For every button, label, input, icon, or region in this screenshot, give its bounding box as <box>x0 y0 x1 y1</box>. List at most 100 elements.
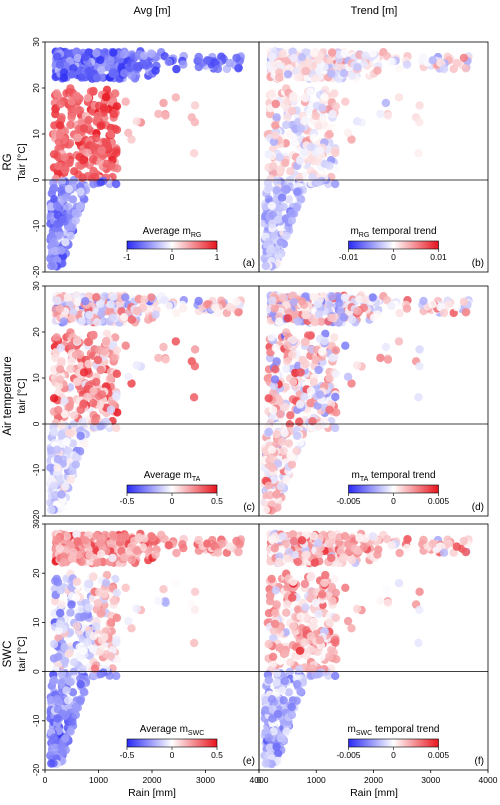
data-point <box>78 417 87 426</box>
data-point <box>282 608 291 617</box>
data-point <box>272 600 281 609</box>
data-point <box>159 342 168 352</box>
data-point <box>283 70 293 79</box>
data-point <box>77 557 86 567</box>
data-point <box>232 53 241 63</box>
data-point <box>55 544 64 553</box>
data-point <box>79 124 89 133</box>
data-point <box>261 446 270 455</box>
colorbar-tick-label: -1 <box>123 252 131 262</box>
data-point <box>83 579 93 589</box>
data-point <box>225 302 234 312</box>
y-tick-label: 10 <box>31 617 41 627</box>
data-point <box>111 333 120 342</box>
data-point <box>273 709 283 719</box>
data-point <box>60 397 69 406</box>
data-point <box>54 381 64 390</box>
data-point <box>292 696 301 705</box>
data-point <box>272 357 281 366</box>
legend-title: Average mSWC <box>140 724 205 737</box>
data-point <box>68 688 78 697</box>
data-point <box>92 622 101 631</box>
data-point <box>281 402 290 412</box>
data-point <box>295 400 305 409</box>
row-label-rg: RG <box>2 153 14 170</box>
data-point <box>321 85 330 95</box>
data-point <box>282 231 291 241</box>
data-point <box>415 118 424 127</box>
data-point <box>60 165 70 175</box>
data-point <box>347 315 357 324</box>
data-point <box>269 231 278 240</box>
data-point <box>272 669 282 678</box>
data-point <box>92 293 101 302</box>
data-point <box>270 304 279 313</box>
data-point <box>55 304 64 313</box>
data-point <box>57 177 66 186</box>
panel-b: mRG temporal trend-0.01 0 0.01(b) <box>258 41 489 273</box>
colorbar-tick-label: -0.005 <box>336 750 360 760</box>
panel-letter: (f) <box>475 756 484 767</box>
data-point <box>306 154 315 164</box>
data-point <box>340 532 350 541</box>
data-point <box>275 397 284 406</box>
data-point <box>394 579 404 588</box>
data-point <box>120 69 129 78</box>
data-point <box>67 113 76 122</box>
data-point <box>300 392 309 401</box>
data-point <box>112 125 122 134</box>
data-point <box>287 452 296 462</box>
data-point <box>72 91 82 101</box>
y-tick-label: -10 <box>31 714 41 727</box>
data-point <box>352 604 362 614</box>
data-point <box>96 299 105 309</box>
data-point <box>293 117 303 127</box>
data-point <box>101 92 111 102</box>
data-point <box>112 671 121 681</box>
data-point <box>234 547 243 557</box>
data-point <box>83 638 92 647</box>
data-point <box>62 686 71 695</box>
data-point <box>108 553 117 563</box>
data-point <box>70 658 79 667</box>
data-point <box>314 609 323 618</box>
data-point <box>124 128 133 137</box>
data-point <box>272 490 281 499</box>
data-point <box>306 142 316 152</box>
data-point <box>67 357 76 366</box>
data-point <box>308 173 317 182</box>
data-point <box>90 173 100 182</box>
data-point <box>300 579 310 589</box>
data-point <box>70 167 79 176</box>
data-point <box>271 608 280 618</box>
data-point <box>296 612 305 621</box>
data-point <box>75 447 85 456</box>
data-point <box>327 292 337 301</box>
data-point <box>68 439 78 448</box>
data-point <box>270 60 279 69</box>
legend-title-subscript: SWC <box>188 730 204 737</box>
data-point <box>50 675 59 685</box>
data-point <box>313 55 323 65</box>
data-point <box>234 64 243 73</box>
data-point <box>331 346 341 355</box>
data-point <box>289 91 298 101</box>
colorbar <box>348 240 439 250</box>
data-point <box>261 505 270 515</box>
data-point <box>71 208 80 218</box>
data-point <box>277 686 287 695</box>
data-point <box>124 616 133 626</box>
data-point <box>102 570 112 580</box>
data-point <box>428 539 437 548</box>
data-point <box>53 535 62 544</box>
data-point <box>300 337 310 347</box>
data-point <box>277 437 287 446</box>
data-point <box>52 574 61 584</box>
x-tick-label: 3000 <box>421 775 440 785</box>
data-point <box>53 714 62 723</box>
data-point <box>71 593 81 602</box>
data-point <box>232 297 241 307</box>
data-point <box>213 308 223 318</box>
data-point <box>306 386 316 396</box>
data-point <box>461 308 471 317</box>
